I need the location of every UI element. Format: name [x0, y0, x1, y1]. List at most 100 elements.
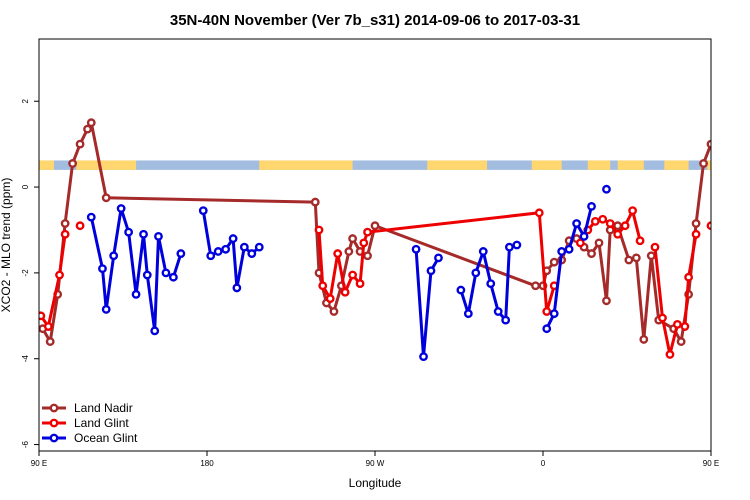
data-point-0-45 — [734, 195, 740, 201]
data-point-0-17 — [363, 251, 372, 261]
data-point-0-6 — [83, 124, 92, 134]
legend-label-0: Land Nadir — [74, 401, 133, 415]
data-point-1-30 — [650, 242, 660, 252]
data-point-1-24 — [605, 219, 615, 228]
land-band-segment-6 — [617, 160, 644, 170]
data-point-0-8 — [101, 193, 111, 203]
data-point-2-43 — [564, 244, 574, 254]
data-point-1-0 — [39, 311, 46, 321]
data-point-2-35 — [493, 307, 503, 316]
data-point-2-17 — [213, 247, 223, 256]
data-point-0-27 — [587, 249, 596, 258]
data-point-2-2 — [101, 304, 111, 314]
data-point-1-12 — [348, 270, 357, 280]
data-point-0-28 — [594, 238, 604, 248]
data-point-2-12 — [168, 272, 178, 282]
data-point-2-25 — [411, 244, 421, 254]
legend-marker-1 — [49, 418, 59, 428]
data-point-2-19 — [228, 234, 238, 243]
data-point-0-32 — [624, 255, 634, 265]
data-point-1-2 — [55, 270, 64, 280]
data-point-1-15 — [363, 227, 372, 237]
data-point-1-28 — [635, 236, 645, 246]
data-point-1-16 — [534, 208, 544, 218]
data-point-0-22 — [549, 257, 559, 267]
data-point-1-22 — [590, 216, 600, 226]
data-point-1-26 — [620, 221, 630, 231]
data-point-0-12 — [329, 307, 339, 316]
data-point-0-3 — [60, 219, 70, 228]
data-point-1-14 — [359, 238, 369, 248]
series-ocean-glint — [86, 184, 611, 361]
data-point-0-34 — [639, 335, 649, 344]
data-point-2-36 — [501, 315, 511, 325]
data-point-2-37 — [504, 242, 514, 252]
data-point-1-35 — [684, 272, 693, 282]
data-point-2-13 — [176, 249, 186, 258]
data-point-2-15 — [198, 206, 208, 216]
legend-label-1: Land Glint — [74, 416, 129, 430]
chart-title: 35N-40N November (Ver 7b_s31) 2014-09-06… — [170, 12, 580, 29]
data-point-0-38 — [676, 337, 686, 346]
data-point-2-32 — [471, 268, 481, 278]
data-point-2-22 — [247, 249, 257, 258]
data-point-1-20 — [575, 238, 585, 248]
series-wrap-3 — [719, 205, 750, 334]
data-point-2-23 — [254, 242, 264, 252]
data-point-2-44 — [572, 219, 581, 228]
x-tick-label-2: 90 W — [366, 459, 385, 468]
data-point-2-38 — [512, 240, 522, 250]
x-tick-label-3: 0 — [541, 459, 546, 468]
data-point-0-44 — [719, 119, 725, 125]
land-band-segment-7 — [664, 160, 689, 170]
data-point-2-28 — [434, 253, 443, 263]
data-point-0-43 — [715, 126, 721, 132]
data-point-1-1 — [43, 322, 53, 331]
data-point-0-18 — [370, 221, 380, 231]
data-point-2-40 — [542, 324, 552, 334]
data-point-0-14 — [344, 247, 354, 256]
data-point-0-33 — [631, 253, 641, 263]
data-point-3-1 — [730, 265, 736, 271]
data-point-0-35 — [646, 251, 656, 261]
series-layer — [39, 118, 750, 361]
data-point-1-33 — [673, 319, 682, 329]
data-point-0-4 — [68, 159, 78, 168]
data-point-1-23 — [598, 214, 608, 224]
data-point-2-45 — [579, 232, 589, 241]
land-band-segment-4 — [531, 160, 562, 170]
ocean-band — [39, 160, 711, 170]
land-band-segment-0 — [39, 160, 54, 170]
data-point-1-5 — [75, 221, 85, 231]
data-point-0-7 — [86, 118, 96, 128]
data-point-2-7 — [139, 229, 148, 239]
data-point-2-42 — [557, 247, 567, 256]
data-point-1-9 — [325, 294, 335, 304]
data-point-3-3 — [741, 253, 747, 259]
data-point-2-9 — [150, 326, 160, 336]
y-tick-label-0: -6 — [21, 440, 30, 448]
data-point-0-41 — [699, 159, 708, 168]
land-band-segment-1 — [76, 160, 137, 170]
data-point-1-36 — [691, 229, 701, 239]
data-point-3-2 — [734, 306, 740, 312]
land-band-segment-3 — [427, 160, 487, 170]
y-tick-label-4: 2 — [21, 98, 30, 103]
data-point-2-33 — [478, 247, 488, 256]
data-point-2-3 — [109, 251, 119, 261]
x-axis: 90 E 180 90 W 0 90 E — [31, 451, 719, 468]
data-point-1-11 — [340, 287, 350, 297]
series-land-glint — [39, 206, 711, 359]
data-point-1-27 — [628, 206, 637, 216]
data-point-2-16 — [206, 251, 216, 261]
legend-marker-2 — [49, 433, 59, 443]
data-point-2-30 — [456, 285, 466, 295]
data-point-2-31 — [463, 309, 473, 319]
data-point-2-27 — [426, 266, 436, 276]
plot-frame — [38, 38, 712, 452]
y-tick-label-2: -2 — [21, 269, 30, 277]
data-point-0-1 — [45, 337, 55, 346]
data-point-3-0 — [719, 214, 725, 220]
